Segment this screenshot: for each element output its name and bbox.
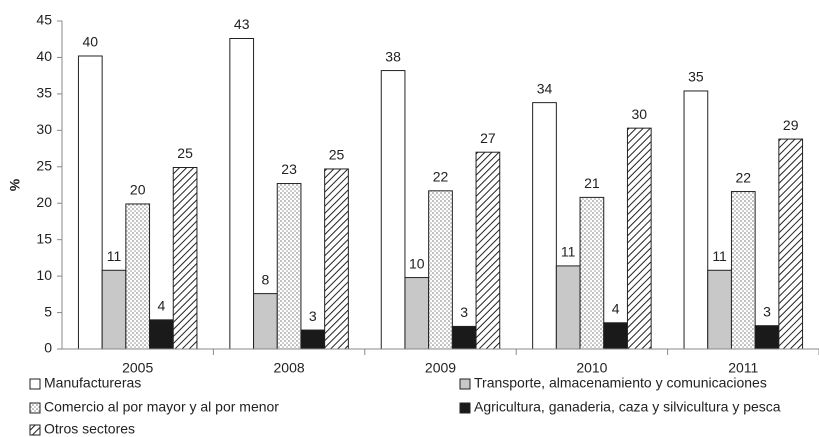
bar [428, 190, 453, 350]
value-label: 25 [177, 145, 193, 161]
value-label: 20 [130, 182, 146, 198]
y-tick-label: 35 [36, 85, 52, 101]
value-label: 11 [712, 248, 727, 264]
legend-swatch [29, 424, 41, 436]
value-label: 23 [281, 161, 297, 177]
y-tick-label: 40 [36, 48, 52, 64]
y-tick-label: 15 [36, 230, 52, 246]
value-label: 34 [537, 80, 553, 96]
y-tick-label: 5 [44, 303, 52, 319]
value-label: 30 [632, 106, 648, 122]
y-tick-label: 0 [44, 340, 52, 356]
value-label: 3 [460, 304, 468, 320]
value-label: 11 [107, 248, 122, 264]
x-tick-label: 2011 [728, 360, 758, 376]
value-label: 21 [584, 175, 600, 191]
bar [626, 127, 652, 350]
bar [579, 196, 605, 350]
bar [475, 151, 501, 350]
value-label: 40 [83, 34, 99, 50]
x-tick-label: 2005 [122, 360, 153, 376]
bar [324, 168, 349, 350]
legend-swatch [29, 402, 41, 414]
legend-swatch [459, 402, 471, 414]
bar [101, 269, 127, 350]
value-label: 10 [409, 255, 425, 271]
value-label: 3 [763, 303, 771, 319]
y-tick-label: 45 [36, 12, 52, 28]
value-label: 27 [480, 130, 496, 146]
bar [404, 277, 430, 350]
bar [730, 191, 756, 350]
bar [300, 329, 326, 350]
y-axis-label: % [7, 178, 23, 191]
y-tick-label: 20 [36, 194, 52, 210]
bar [77, 55, 103, 350]
value-label: 4 [158, 298, 166, 314]
value-label: 29 [783, 117, 799, 133]
y-tick-label: 10 [36, 267, 52, 283]
legend-label: Otros sectores [44, 421, 135, 437]
legend-label: Transporte, almacenamiento y comunicacio… [474, 375, 767, 391]
value-label: 4 [612, 300, 620, 316]
value-label: 25 [329, 147, 345, 163]
value-label: 38 [385, 48, 401, 64]
legend-swatch [459, 378, 471, 390]
bar [707, 269, 732, 350]
x-tick-label: 2008 [274, 360, 305, 376]
value-label: 8 [262, 271, 270, 287]
legend-label: Comercio al por mayor y al por menor [44, 399, 279, 415]
value-label: 22 [736, 169, 752, 185]
bar [683, 90, 709, 350]
bar [451, 325, 477, 350]
x-tick-label: 2010 [576, 360, 607, 376]
value-label: 11 [561, 244, 576, 260]
bar [555, 265, 581, 350]
value-label: 35 [688, 69, 704, 85]
bar [276, 183, 302, 350]
y-tick-label: 30 [36, 121, 52, 137]
value-label: 22 [433, 169, 449, 185]
bar [778, 138, 804, 350]
bar [125, 203, 151, 350]
legend-swatch [29, 378, 41, 390]
bar [149, 319, 174, 350]
y-tick-label: 25 [36, 157, 52, 173]
legend-label: Agricultura, ganaderia, caza y silvicult… [474, 399, 781, 415]
bar [380, 70, 406, 350]
bar [253, 293, 278, 350]
bar [172, 167, 198, 350]
bar [603, 322, 628, 350]
bar [229, 37, 255, 350]
value-label: 3 [309, 308, 317, 324]
bar [754, 325, 780, 350]
value-label: 43 [234, 16, 250, 32]
legend-label: Manufactureras [44, 375, 141, 391]
x-tick-label: 2009 [425, 360, 456, 376]
bar [532, 102, 557, 350]
